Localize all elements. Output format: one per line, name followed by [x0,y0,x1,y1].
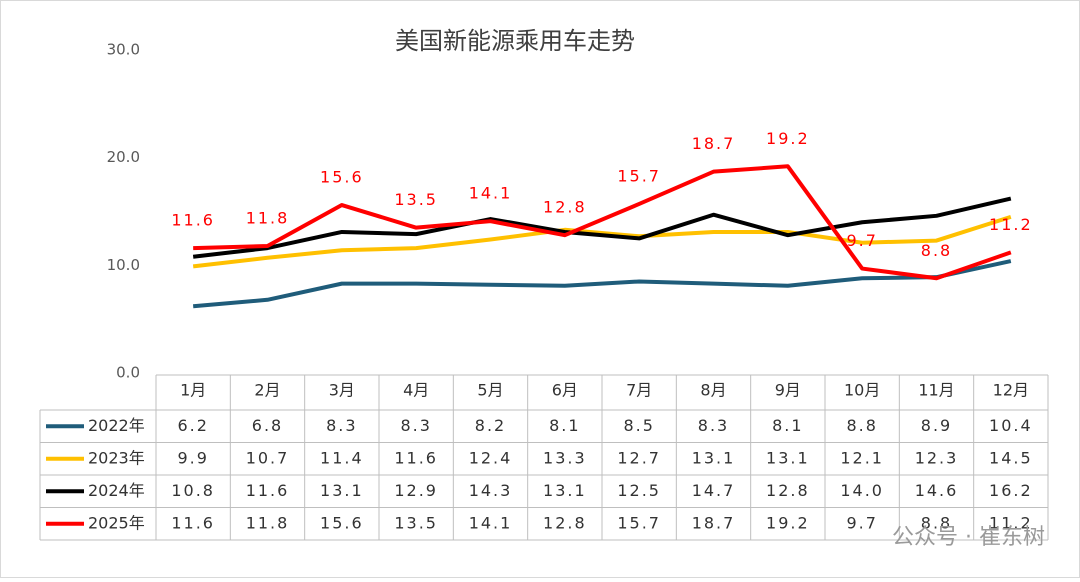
table-cell: 13.3 [543,448,587,467]
table-cell: 15.6 [320,513,364,532]
table-cell: 13.1 [692,448,736,467]
watermark: 公众号 · 崔东树 [892,525,1045,550]
series-line [192,196,1012,259]
y-tick-label: 20.0 [107,148,140,166]
y-tick-label: 10.0 [107,256,140,274]
table-cell: 8.8 [846,416,877,435]
table-cell: 8.1 [549,416,580,435]
table-cell: 8.3 [698,416,729,435]
x-tick-label: 2月 [254,381,280,400]
x-tick-label: 9月 [775,381,801,400]
series-line [192,259,1012,309]
table-cell: 9.7 [846,513,877,532]
table-cell: 12.8 [766,481,810,500]
table-cell: 8.8 [921,513,952,532]
x-tick-label: 3月 [329,381,355,400]
data-label: 9.7 [846,231,877,250]
legend-label: 2025年 [88,513,145,532]
table-cell: 12.3 [915,448,959,467]
table-cell: 11.8 [246,513,290,532]
table-cell: 6.2 [177,416,208,435]
table-cell: 13.1 [320,481,364,500]
x-tick-label: 12月 [993,381,1029,400]
table-cell: 11.6 [246,481,290,500]
table-cell: 11.6 [171,513,215,532]
table-cell: 12.7 [617,448,661,467]
table-cell: 14.3 [469,481,513,500]
table-cell: 14.1 [469,513,513,532]
x-tick-label: 1月 [180,381,206,400]
table-cell: 14.7 [692,481,736,500]
table-cell: 8.9 [921,416,952,435]
table-cell: 8.2 [475,416,506,435]
table-cell: 14.5 [989,448,1033,467]
legend-label: 2024年 [88,481,145,500]
x-tick-label: 4月 [403,381,429,400]
table-cell: 10.7 [246,448,290,467]
table-cell: 13.5 [394,513,438,532]
data-label: 14.1 [469,184,513,203]
x-tick-label: 11月 [918,381,954,400]
x-tick-label: 5月 [477,381,503,400]
data-label: 19.2 [766,129,810,148]
x-tick-label: 6月 [552,381,578,400]
data-label: 18.7 [692,134,736,153]
data-label: 13.5 [394,190,438,209]
table-cell: 14.0 [840,481,884,500]
table-cell: 8.1 [772,416,803,435]
table-cell: 12.5 [617,481,661,500]
table-cell: 19.2 [766,513,810,532]
data-label: 12.8 [543,198,587,217]
table-cell: 8.3 [326,416,357,435]
table-cell: 13.1 [766,448,810,467]
x-tick-label: 10月 [844,381,880,400]
table-cell: 12.9 [394,481,438,500]
y-tick-label: 0.0 [116,364,140,382]
data-label: 15.7 [617,166,661,185]
table-cell: 15.7 [617,513,661,532]
table-cell: 11.2 [989,513,1033,532]
table-cell: 10.4 [989,416,1033,435]
table-cell: 13.1 [543,481,587,500]
legend-label: 2023年 [88,448,145,467]
y-tick-label: 30.0 [107,41,140,59]
table-cell: 6.8 [252,416,283,435]
table-cell: 10.8 [171,481,215,500]
table-cell: 12.1 [840,448,884,467]
table-cell: 11.6 [394,448,438,467]
table-cell: 9.9 [177,448,208,467]
table-cell: 11.4 [320,448,364,467]
series-line [193,164,1012,281]
legend-label: 2022年 [88,416,145,435]
data-label: 8.8 [921,241,952,260]
table-cell: 8.5 [623,416,654,435]
chart-title: 美国新能源乘用车走势 [395,27,635,55]
table-cell: 12.8 [543,513,587,532]
data-label: 11.2 [989,215,1033,234]
table-cell: 14.6 [915,481,959,500]
x-tick-label: 7月 [626,381,652,400]
data-label: 15.6 [320,168,364,187]
x-tick-label: 8月 [700,381,726,400]
table-cell: 8.3 [400,416,431,435]
table-cell: 12.4 [469,448,513,467]
data-label: 11.8 [246,208,290,227]
table-cell: 18.7 [692,513,736,532]
data-label: 11.6 [171,211,215,230]
table-cell: 16.2 [989,481,1033,500]
series-line [192,214,1012,269]
